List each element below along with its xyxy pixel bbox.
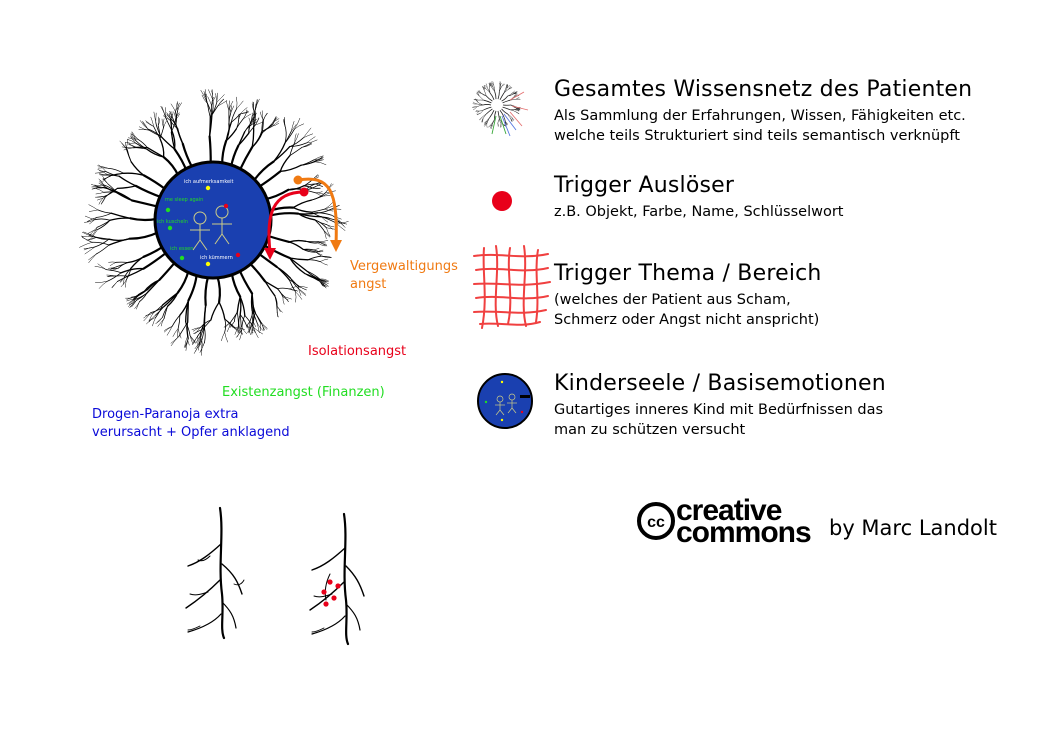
knowledge-network-icon: [472, 81, 529, 137]
inner-child-icon: [477, 373, 533, 429]
red-dot-icon: [492, 191, 512, 211]
svg-text:cc: cc: [647, 514, 665, 531]
drogen-label: Drogen-Paranoja extra verursacht + Opfer…: [92, 407, 290, 440]
core-word: ich kümmern: [200, 255, 233, 261]
legend-desc: (welches der Patient aus Scham, Schmerz …: [554, 292, 820, 328]
core-dots: [165, 185, 241, 267]
creative-commons-logo: cc creative commons: [636, 494, 816, 549]
legend-desc: z.B. Objekt, Farbe, Name, Schlüsselwort: [554, 204, 844, 220]
author-credit: by Marc Landolt: [829, 516, 997, 540]
existenz-label: Existenzangst (Finanzen): [222, 385, 385, 400]
knowledge-network-diagram: ich aufmerksamkeit me sleep again ich ku…: [79, 89, 349, 356]
small-branch-plain: [185, 506, 245, 640]
orange-trigger-arrow: [297, 177, 338, 246]
legend-title: Gesamtes Wissensnetz des Patienten: [554, 77, 973, 102]
cc-icon: cc: [637, 502, 675, 540]
red-trigger-arrow: [267, 190, 305, 253]
core-word: ich kuscheln: [157, 219, 188, 225]
legend-desc: Gutartiges inneres Kind mit Bedürfnissen…: [554, 402, 884, 438]
trigger-dots: [321, 579, 341, 607]
red-grid-icon: [473, 245, 551, 329]
legend-desc: Als Sammlung der Erfahrungen, Wissen, Fä…: [554, 108, 966, 144]
cc-line2: commons: [676, 516, 812, 549]
vergewaltigung-label: Vergewaltigungs angst: [350, 259, 458, 292]
core-word: ich aufmerksamkeit: [184, 179, 234, 185]
core-word: me sleep again: [165, 197, 203, 203]
small-branch-triggered: [309, 512, 365, 646]
isolation-label: Isolationsangst: [308, 344, 407, 359]
legend-title: Trigger Thema / Bereich: [554, 261, 822, 286]
cc-line1: creative: [676, 494, 782, 527]
legend-title: Kinderseele / Basisemotionen: [554, 371, 886, 396]
legend-title: Trigger Auslöser: [554, 173, 735, 198]
inner-child-figures: [190, 205, 232, 251]
core-word: ich essen: [170, 246, 193, 252]
